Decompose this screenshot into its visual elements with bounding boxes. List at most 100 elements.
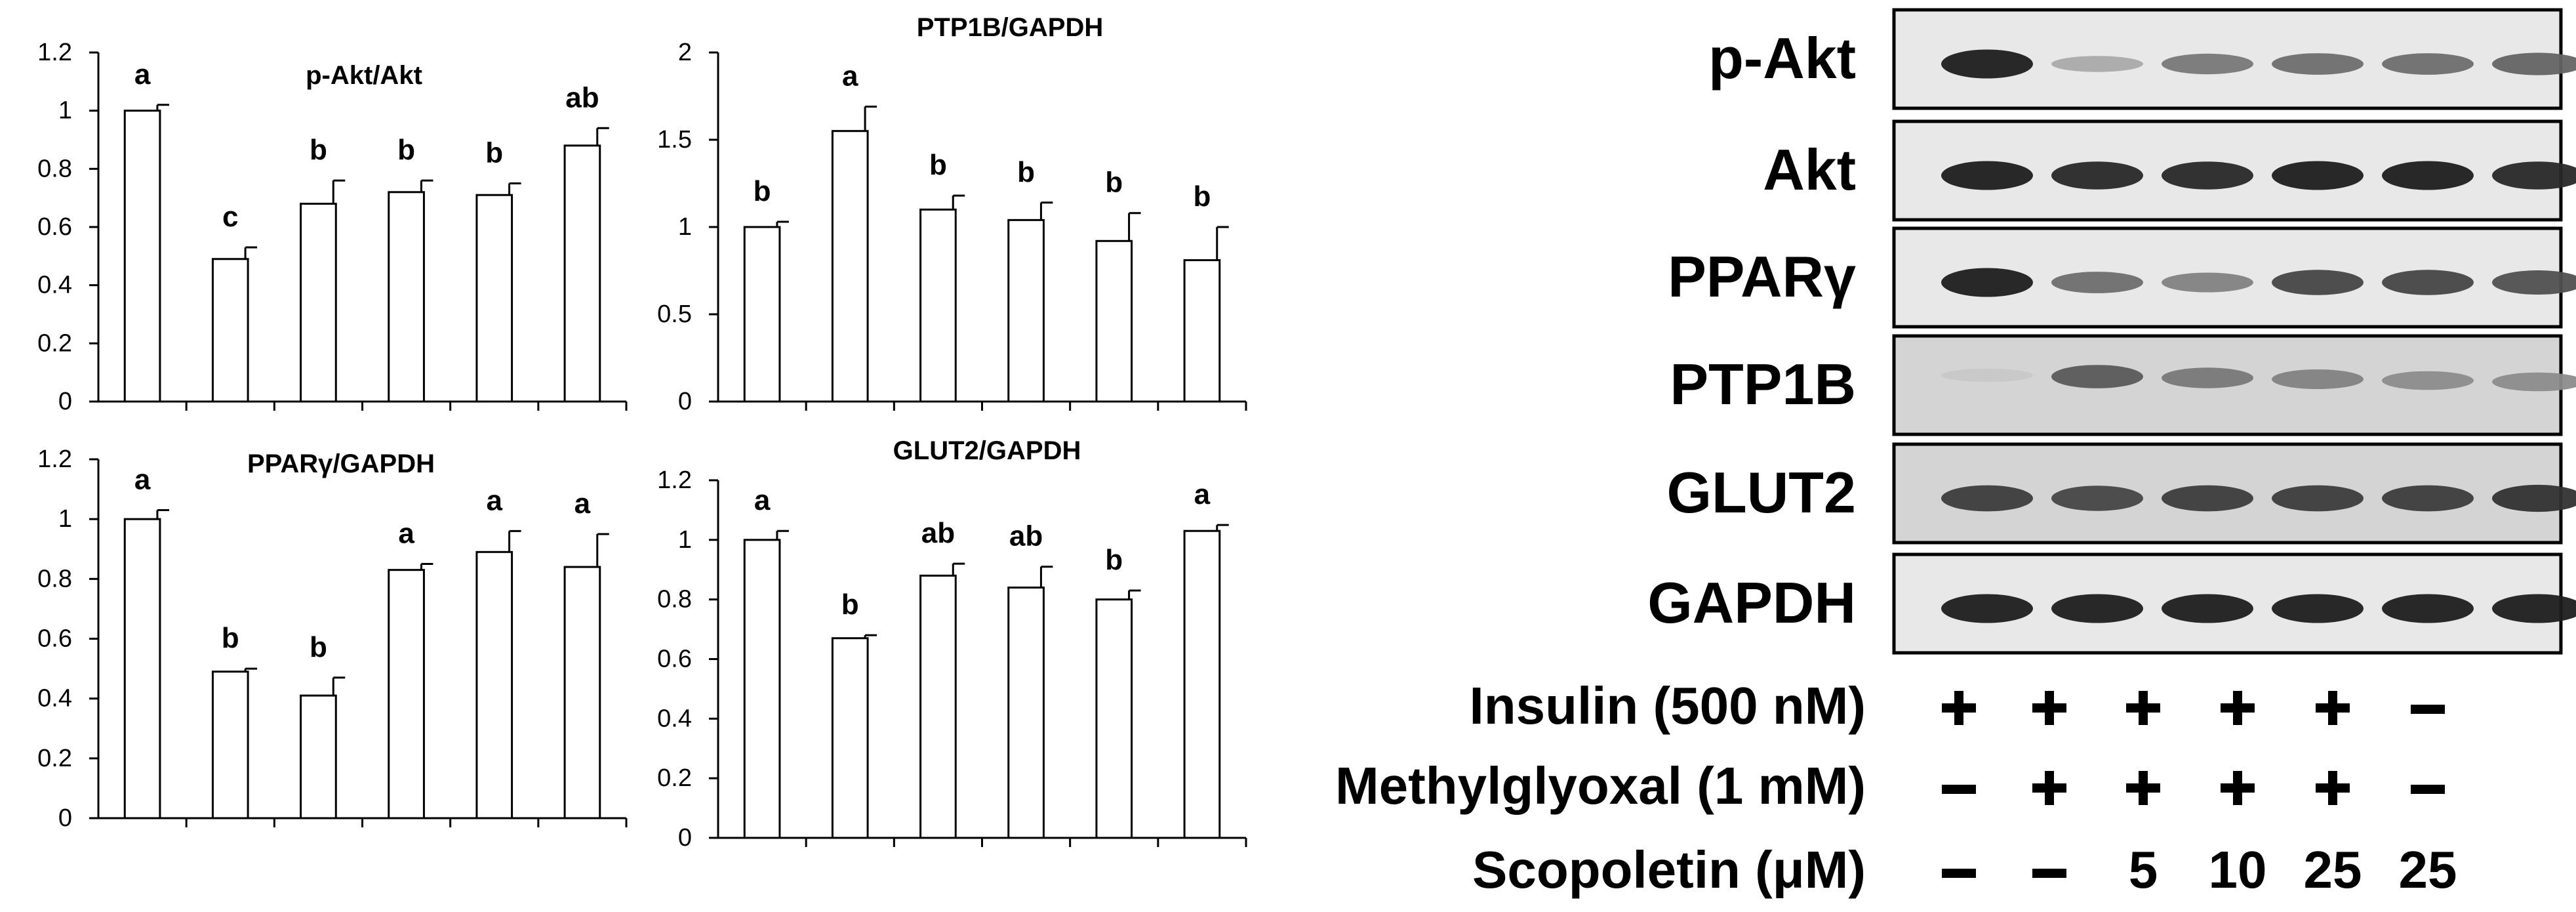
bar [1183, 259, 1221, 403]
plus-sign [2221, 771, 2255, 805]
blot-band [2492, 270, 2576, 295]
bar [211, 671, 249, 819]
blot-band [2162, 367, 2253, 388]
chart-title: PPARγ/GAPDH [247, 449, 435, 478]
plus-sign [1942, 691, 1976, 725]
significance-label: b [310, 134, 327, 166]
blot-frame [1892, 8, 2563, 110]
blot-band [2051, 56, 2143, 72]
blot-row [1892, 552, 2576, 655]
blot-band [2272, 485, 2364, 512]
blot-row [1892, 119, 2576, 222]
blot-band [2051, 594, 2143, 623]
bar [123, 110, 161, 403]
bar [831, 637, 869, 839]
significance-label: a [574, 487, 591, 520]
blot-band [2492, 161, 2576, 190]
blot-band [1941, 485, 2033, 512]
bar [1095, 239, 1133, 403]
blot-band [2051, 272, 2143, 293]
significance-label: b [754, 175, 771, 207]
blot-band [2051, 161, 2143, 190]
blot-band [2272, 594, 2364, 623]
bar [563, 144, 601, 403]
blot-band [2162, 272, 2253, 293]
condition-value: 5 [2128, 840, 2158, 899]
bar [211, 258, 249, 403]
significance-label: b [1193, 180, 1211, 213]
blot-frame [1892, 119, 2563, 222]
bar [475, 194, 513, 403]
y-tick-label: 0.6 [37, 213, 72, 241]
significance-label: a [842, 60, 858, 92]
y-tick-label: 0 [58, 804, 72, 832]
significance-label: a [754, 484, 771, 516]
y-tick-label: 0 [678, 388, 692, 415]
blot-band [2272, 270, 2364, 295]
bar [388, 569, 425, 819]
blot-band [2162, 161, 2253, 190]
blot-band [1941, 161, 2033, 190]
blot-band [2382, 270, 2474, 295]
bar [1007, 587, 1045, 839]
y-tick-label: 1 [58, 97, 72, 125]
bar [300, 694, 337, 819]
blot-band [2162, 53, 2253, 75]
chart-2: 0 0.5 1 1.5 2 b a b b b b PTP1B/GAPDH [657, 13, 1247, 415]
bar [919, 208, 957, 403]
blot-frame [1892, 442, 2563, 545]
blot-row [1892, 442, 2576, 545]
chart-title: GLUT2/GAPDH [893, 436, 1081, 465]
y-tick-label: 0.8 [37, 565, 72, 592]
blot-row [1892, 334, 2576, 436]
significance-label: b [310, 631, 327, 663]
condition-value: 25 [2303, 840, 2362, 899]
significance-label: b [841, 589, 859, 621]
blot-band [1941, 268, 2033, 297]
blot-band [2162, 485, 2253, 512]
condition-value: 10 [2208, 840, 2267, 899]
blot-band [2382, 594, 2474, 623]
plus-sign [2032, 771, 2066, 805]
y-tick-label: 0.8 [37, 155, 72, 182]
minus-sign [1942, 869, 1976, 878]
chart-1: 0 0.2 0.4 0.6 0.8 1 1.2 a c b b b ab p-Akt/Akt [37, 39, 628, 415]
blot-band [2162, 594, 2253, 623]
blot-frame [1892, 334, 2563, 436]
significance-label: ab [1009, 520, 1043, 552]
blot-band [2382, 371, 2474, 390]
y-tick-label: 0.2 [37, 745, 72, 772]
bar [388, 191, 425, 403]
blot-band [2492, 594, 2576, 623]
y-tick-label: 0.5 [657, 301, 692, 328]
bar [1007, 218, 1045, 403]
chart-title: p-Akt/Akt [306, 61, 422, 90]
blot-band [2492, 484, 2576, 512]
blot-band [2272, 161, 2364, 190]
significance-label: ab [921, 517, 955, 549]
significance-label: b [222, 622, 239, 654]
blot-row [1892, 8, 2576, 110]
y-tick-label: 1.2 [37, 446, 72, 473]
minus-sign [2032, 869, 2066, 878]
y-tick-label: 1 [58, 505, 72, 533]
bar [300, 203, 337, 403]
blot-frame [1892, 552, 2563, 655]
y-tick-label: 0 [678, 824, 692, 852]
blot-band [2051, 365, 2143, 388]
y-tick-label: 0.2 [657, 764, 692, 792]
blot-band [2382, 485, 2474, 512]
bar [743, 226, 781, 403]
y-tick-label: 0 [58, 388, 72, 415]
blot-band [1941, 594, 2033, 623]
y-tick-label: 0.8 [657, 586, 692, 613]
y-tick-label: 1.5 [657, 126, 692, 154]
plus-sign [2316, 771, 2350, 805]
blot-band [1941, 368, 2033, 383]
y-tick-label: 0.6 [37, 625, 72, 653]
blot-band [2492, 52, 2576, 75]
minus-sign [2411, 705, 2445, 714]
blot-band [2382, 53, 2474, 75]
